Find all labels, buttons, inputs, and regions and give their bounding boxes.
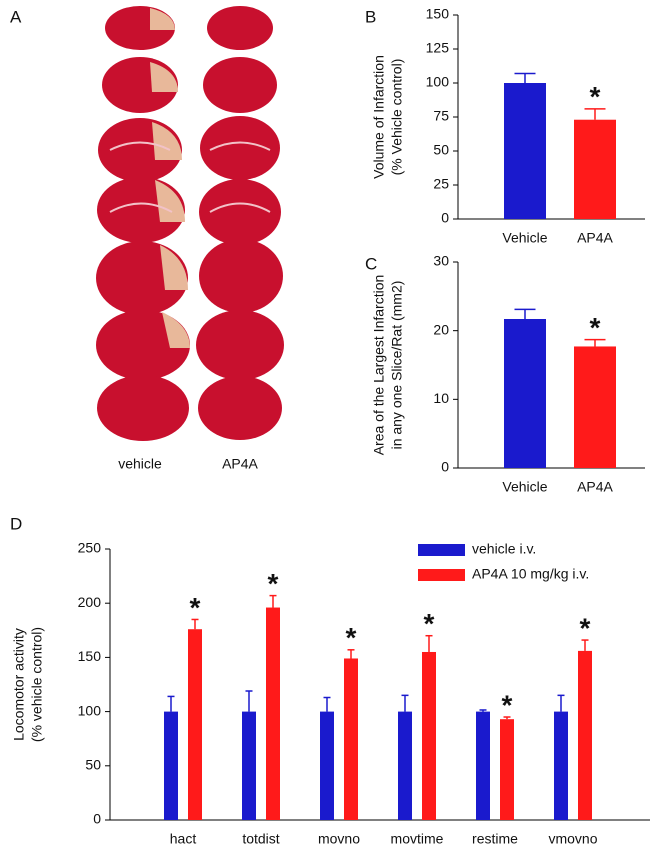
slice — [199, 239, 283, 313]
y-tick-label: 10 — [433, 390, 449, 406]
bar — [578, 650, 592, 820]
y-axis-label: (% Vehicle control) — [389, 59, 405, 176]
bar — [422, 651, 436, 820]
significance-marker: * — [268, 568, 279, 599]
x-tick-label: movno — [318, 831, 360, 847]
bar — [242, 711, 256, 820]
bar — [188, 629, 202, 820]
legend-label: AP4A 10 mg/kg i.v. — [472, 566, 589, 582]
infarct — [150, 62, 178, 92]
y-tick-label: 150 — [426, 6, 450, 22]
panel-label: A — [10, 7, 22, 26]
legend-label: vehicle i.v. — [472, 541, 536, 557]
column-label: AP4A — [222, 456, 258, 472]
column-label: vehicle — [118, 456, 162, 472]
y-tick-label: 50 — [433, 142, 449, 158]
panel-label: D — [10, 514, 22, 533]
significance-marker: * — [346, 622, 357, 653]
y-tick-label: 25 — [433, 176, 449, 192]
panel-label: C — [365, 254, 377, 273]
error-bar — [245, 690, 253, 712]
y-tick-label: 20 — [433, 321, 449, 337]
bar — [344, 658, 358, 820]
error-bar — [167, 695, 175, 712]
bar — [504, 83, 546, 219]
bar — [398, 711, 412, 820]
bar — [476, 711, 490, 820]
y-axis-label: Locomotor activity — [11, 628, 27, 741]
bar — [574, 119, 616, 219]
infarct — [150, 8, 175, 30]
infarct — [155, 180, 185, 222]
infarct — [162, 312, 190, 348]
infarct — [152, 122, 182, 160]
error-bar — [323, 696, 331, 712]
bar — [504, 318, 546, 468]
x-tick-label: restime — [472, 831, 518, 847]
slice — [199, 179, 281, 245]
y-tick-label: 125 — [426, 40, 450, 56]
y-tick-label: 0 — [441, 459, 449, 475]
y-tick-label: 100 — [78, 702, 102, 718]
x-tick-label: Vehicle — [502, 230, 547, 246]
error-bar — [557, 694, 565, 712]
y-tick-label: 50 — [85, 757, 101, 773]
significance-marker: * — [590, 312, 601, 343]
error-bar — [401, 694, 409, 712]
error-bar — [584, 108, 606, 120]
x-tick-label: vmovno — [548, 831, 597, 847]
significance-marker: * — [190, 592, 201, 623]
y-tick-label: 150 — [78, 648, 102, 664]
bar — [266, 607, 280, 820]
significance-marker: * — [424, 608, 435, 639]
y-axis-label: (% vehicle control) — [29, 627, 45, 742]
slice — [97, 375, 189, 441]
panel-label: B — [365, 7, 376, 26]
slice — [200, 116, 280, 180]
y-tick-label: 0 — [441, 210, 449, 226]
x-tick-label: Vehicle — [502, 479, 547, 495]
slice — [203, 57, 277, 113]
x-tick-label: movtime — [391, 831, 444, 847]
y-tick-label: 75 — [433, 108, 449, 124]
error-bar — [503, 716, 511, 720]
brain-slices — [96, 6, 284, 441]
x-tick-label: AP4A — [577, 479, 613, 495]
x-tick-label: hact — [170, 831, 197, 847]
legend-swatch — [418, 569, 465, 581]
y-tick-label: 100 — [426, 74, 450, 90]
error-bar — [191, 618, 199, 630]
infarct — [160, 245, 188, 290]
error-bar — [514, 308, 536, 319]
bar — [500, 719, 514, 820]
y-tick-label: 0 — [93, 811, 101, 827]
y-axis-label: Volume of Infarction — [371, 55, 387, 179]
bar — [574, 346, 616, 468]
y-tick-label: 200 — [78, 594, 102, 610]
y-tick-label: 30 — [433, 253, 449, 269]
error-bar — [584, 338, 606, 347]
error-bar — [514, 72, 536, 83]
bar — [164, 711, 178, 820]
error-bar — [347, 649, 355, 659]
error-bar — [581, 639, 589, 651]
error-bar — [269, 594, 277, 608]
y-axis-label: Area of the Largest Infarction — [371, 275, 387, 456]
x-tick-label: totdist — [242, 831, 279, 847]
significance-marker: * — [502, 689, 513, 720]
y-axis-label: in any one Slice/Rat (mm2) — [389, 281, 405, 450]
bar — [554, 711, 568, 820]
slice — [196, 310, 284, 380]
x-tick-label: AP4A — [577, 230, 613, 246]
legend-swatch — [418, 544, 465, 556]
slice — [207, 6, 273, 50]
significance-marker: * — [590, 81, 601, 112]
bar — [320, 711, 334, 820]
error-bar — [479, 709, 487, 712]
significance-marker: * — [580, 612, 591, 643]
slice — [198, 376, 282, 440]
y-tick-label: 250 — [78, 540, 102, 556]
error-bar — [425, 634, 433, 652]
